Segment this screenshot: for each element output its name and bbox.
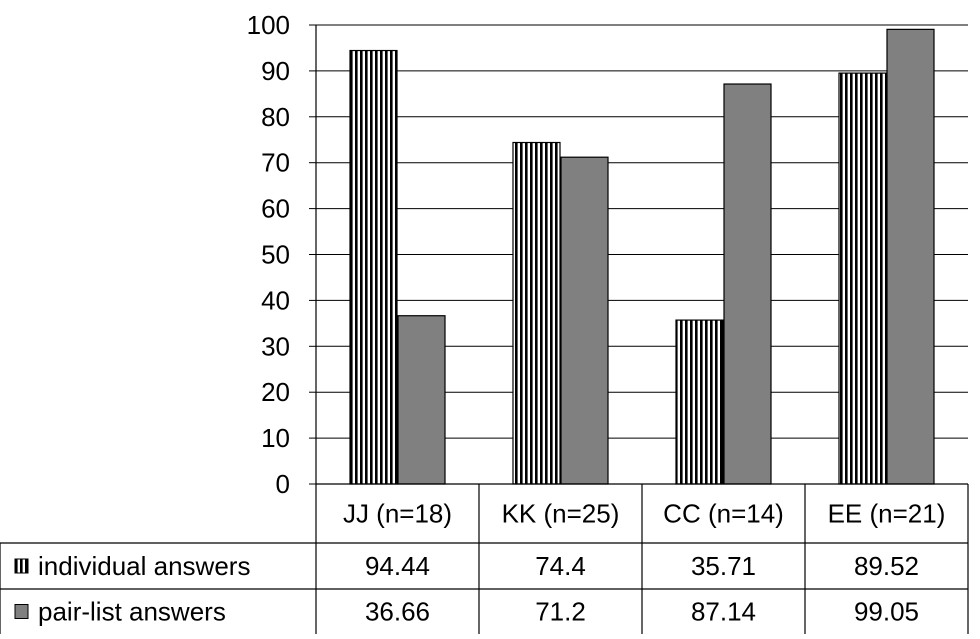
y-tick-label: 20 [261, 377, 290, 407]
y-tick-label: 50 [261, 240, 290, 270]
y-tick-label: 80 [261, 102, 290, 132]
bar-pair-list-answers-0 [397, 315, 446, 485]
y-axis: 0 10 20 30 40 50 60 70 80 90 100 [247, 10, 317, 499]
data-label: 36.66 [365, 597, 430, 627]
y-tick-label: 100 [247, 10, 290, 40]
data-label: 87.14 [691, 597, 756, 627]
bar-individual-answers-1 [512, 141, 561, 485]
bar-individual-answers-0 [349, 49, 398, 485]
x-category-label: EE (n=21) [828, 499, 946, 529]
data-label: 94.44 [365, 551, 430, 581]
data-label: 99.05 [854, 597, 919, 627]
series-name: pair-list answers [38, 597, 226, 627]
legend-key-individual-answers [14, 558, 29, 574]
y-tick-label: 0 [276, 469, 290, 499]
bar-pair-list-answers-2 [723, 83, 772, 485]
series-name: individual answers [38, 551, 250, 581]
x-category-label: JJ (n=18) [343, 499, 452, 529]
y-tick-label: 70 [261, 148, 290, 178]
x-category-label: CC (n=14) [663, 499, 784, 529]
bar-pair-list-answers-3 [886, 28, 935, 485]
data-label: 35.71 [691, 551, 756, 581]
data-label: 89.52 [854, 551, 919, 581]
y-tick-label: 60 [261, 194, 290, 224]
data-table: JJ (n=18) KK (n=25) CC (n=14) EE (n=21) indi… [0, 483, 969, 634]
bar-individual-answers-3 [838, 72, 887, 485]
bar-pair-list-answers-1 [560, 156, 609, 485]
legend-key-pair-list-answers [14, 604, 29, 619]
bar-individual-answers-2 [675, 319, 724, 485]
y-tick-label: 30 [261, 331, 290, 361]
y-tick-label: 10 [261, 423, 290, 453]
data-label: 71.2 [535, 597, 586, 627]
y-tick-label: 90 [261, 56, 290, 86]
y-tick-label: 40 [261, 285, 290, 315]
data-label: 74.4 [535, 551, 586, 581]
x-category-label: KK (n=25) [502, 499, 620, 529]
bars [349, 28, 935, 485]
